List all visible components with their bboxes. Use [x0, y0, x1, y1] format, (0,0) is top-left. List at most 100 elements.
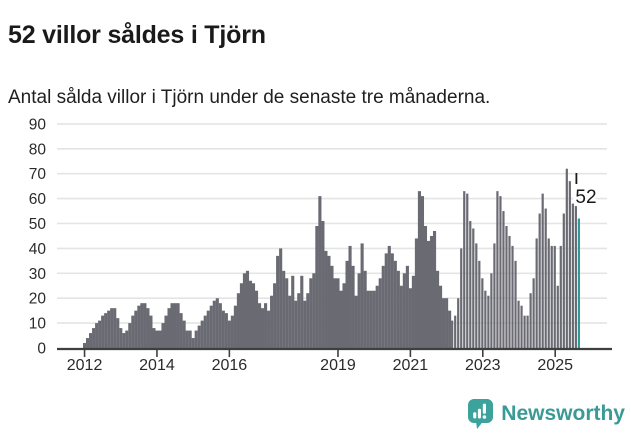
- newsworthy-logo[interactable]: Newsworthy: [467, 398, 625, 430]
- bar: [544, 208, 547, 348]
- bar: [206, 310, 210, 348]
- bar: [318, 196, 322, 348]
- bar: [285, 278, 289, 348]
- bar: [327, 255, 331, 348]
- bar: [538, 213, 541, 348]
- bar: [348, 245, 352, 348]
- y-axis-tick-label: 20: [29, 291, 47, 308]
- bar: [200, 320, 204, 348]
- bar: [134, 310, 138, 348]
- bar: [179, 313, 183, 348]
- bar: [414, 238, 418, 348]
- page-title: 52 villor såldes i Tjörn: [8, 20, 266, 49]
- bar: [496, 191, 499, 348]
- bar: [469, 221, 472, 348]
- bar: [182, 320, 186, 348]
- bar: [568, 181, 571, 348]
- x-axis-tick-label: 2016: [212, 357, 248, 374]
- bar: [257, 303, 262, 348]
- bar: [523, 315, 526, 348]
- bar: [230, 315, 234, 348]
- bar: [408, 288, 412, 348]
- bar: [411, 275, 415, 348]
- bar: [451, 320, 454, 348]
- bar: [242, 273, 247, 348]
- bar: [333, 278, 337, 348]
- bar: [261, 308, 265, 348]
- bar: [417, 191, 422, 348]
- x-axis-tick-label: 2021: [393, 357, 429, 374]
- y-axis-tick-label: 40: [29, 241, 47, 258]
- bar: [399, 285, 403, 348]
- bar: [432, 230, 437, 348]
- bar: [315, 225, 319, 348]
- bar: [387, 245, 391, 348]
- x-axis-tick-label: 2023: [465, 357, 501, 374]
- bar: [107, 310, 111, 348]
- bar: [176, 303, 180, 348]
- bar: [113, 308, 117, 348]
- bar: [351, 265, 355, 348]
- x-axis-tick-label: 2012: [67, 357, 103, 374]
- bar: [149, 315, 153, 348]
- bar: [384, 253, 388, 348]
- bar: [372, 290, 376, 348]
- bar: [574, 206, 577, 348]
- bar: [131, 315, 135, 348]
- bar-chart-exclamation-bubble-icon: [468, 399, 494, 429]
- bar: [306, 293, 310, 348]
- bar: [110, 308, 114, 348]
- bar: [556, 285, 559, 348]
- x-axis-tick-label: 2019: [320, 357, 356, 374]
- bar: [508, 235, 511, 348]
- bar: [303, 300, 307, 348]
- bar: [227, 320, 231, 348]
- bar: [390, 253, 394, 348]
- y-axis-tick-label: 0: [37, 341, 46, 358]
- bar: [571, 203, 574, 348]
- bar: [339, 290, 343, 348]
- bar: [116, 318, 120, 348]
- bar: [92, 328, 96, 348]
- bar: [101, 315, 105, 348]
- bar: [435, 270, 440, 348]
- bar: [478, 260, 481, 348]
- brand-wordmark: Newsworthy: [501, 402, 625, 425]
- bar: [104, 313, 108, 348]
- bar: [221, 310, 225, 348]
- bar: [442, 298, 446, 348]
- bar: [369, 290, 373, 348]
- x-axis-tick-label: 2014: [139, 357, 175, 374]
- bar: [457, 298, 460, 348]
- bar: [312, 273, 316, 348]
- bar: [300, 275, 304, 348]
- bar: [276, 255, 280, 348]
- bar: [475, 243, 478, 348]
- bar: [236, 293, 240, 348]
- bar: [565, 168, 568, 348]
- bar: [396, 270, 400, 348]
- bar: [264, 303, 268, 348]
- bar: [245, 270, 250, 348]
- bar: [161, 323, 165, 348]
- bar: [89, 333, 93, 348]
- bar-chart: 0 10 20 30 40 50 60 70 80 90 2012 2014 2016 2019 2021 2…: [29, 116, 612, 374]
- bar: [463, 191, 466, 348]
- bar: [197, 325, 201, 348]
- bar: [291, 275, 295, 348]
- bar: [125, 330, 129, 348]
- bar: [511, 245, 514, 348]
- bar: [128, 323, 132, 348]
- bar: [294, 300, 298, 348]
- bar: [330, 265, 334, 348]
- annotation-label: 52: [575, 187, 596, 208]
- bar: [342, 283, 346, 348]
- bar: [366, 290, 370, 348]
- bar: [279, 248, 283, 348]
- bar: [137, 305, 141, 348]
- bar: [239, 283, 244, 348]
- bar: [321, 221, 325, 348]
- bar: [191, 338, 195, 348]
- y-axis-tick-label: 10: [29, 316, 47, 333]
